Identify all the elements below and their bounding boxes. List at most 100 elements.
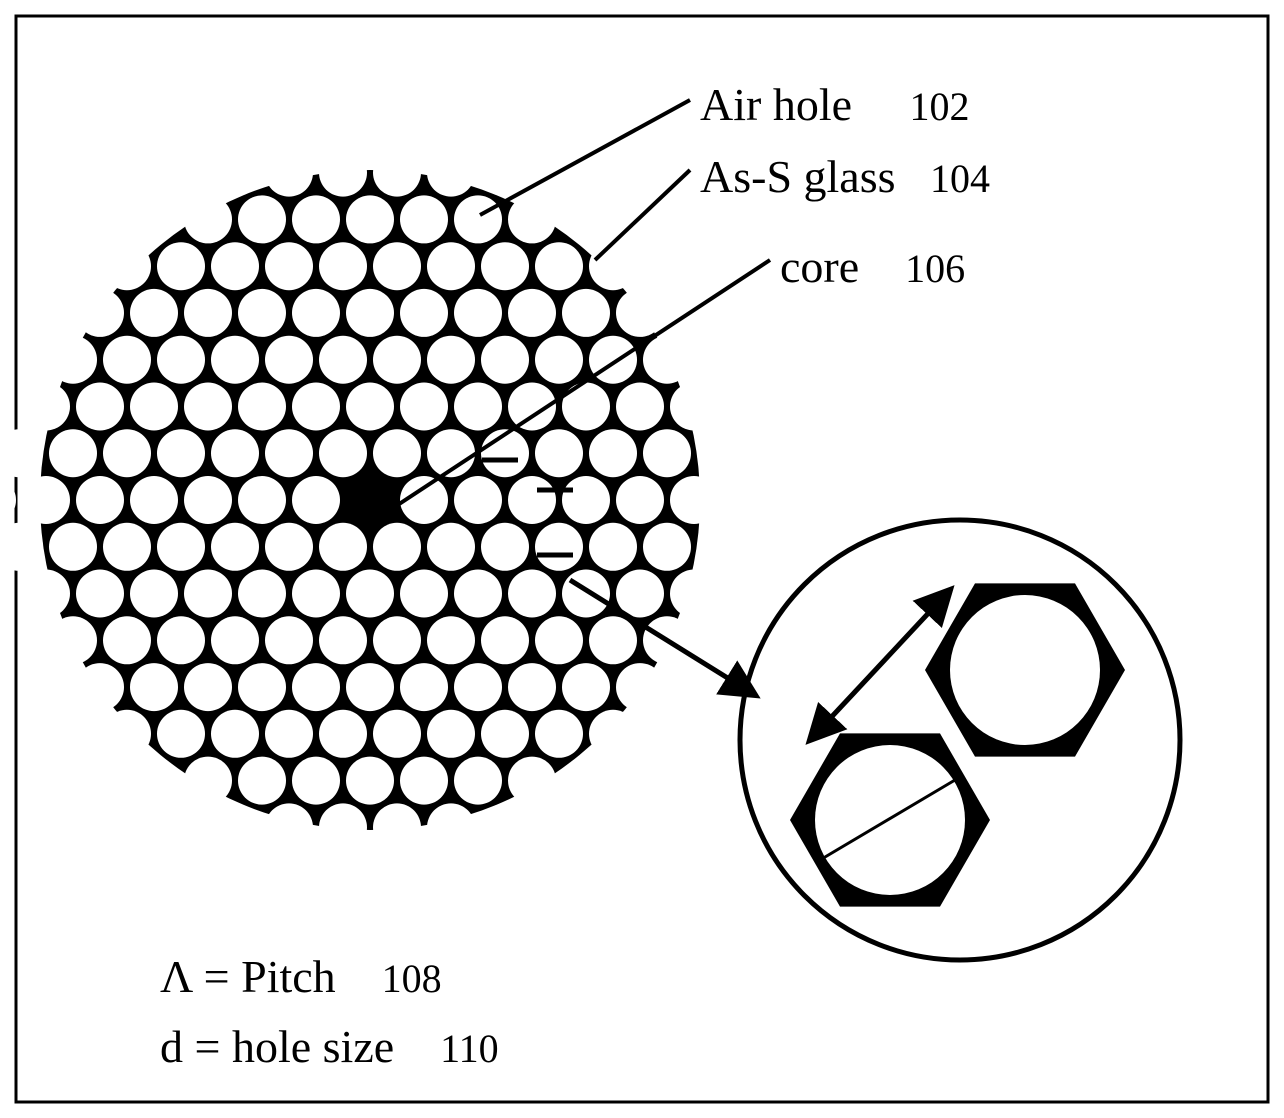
air-hole (481, 523, 529, 571)
air-hole (346, 289, 394, 337)
air-hole (481, 149, 529, 197)
air-hole (319, 149, 367, 197)
air-hole (130, 570, 178, 618)
air-hole (400, 383, 448, 431)
diagram-canvas: Air hole 102 As-S glass 104 core 106 Λ =… (0, 0, 1284, 1118)
air-hole (346, 570, 394, 618)
air-hole (238, 663, 286, 711)
air-hole (508, 757, 556, 805)
air-hole (157, 149, 205, 197)
air-hole (508, 570, 556, 618)
air-hole (373, 242, 421, 290)
air-hole (508, 476, 556, 524)
air-hole (211, 803, 259, 851)
air-hole (454, 757, 502, 805)
air-hole (292, 663, 340, 711)
air-hole (562, 289, 610, 337)
air-hole (589, 242, 637, 290)
air-hole (157, 803, 205, 851)
air-hole (184, 476, 232, 524)
air-hole (373, 523, 421, 571)
air-hole (562, 195, 610, 243)
air-hole (481, 710, 529, 758)
air-hole (22, 476, 70, 524)
air-hole (157, 616, 205, 664)
air-hole (319, 523, 367, 571)
air-hole (238, 195, 286, 243)
air-hole (184, 757, 232, 805)
air-hole (616, 289, 664, 337)
air-hole (184, 195, 232, 243)
air-hole (76, 663, 124, 711)
air-hole (130, 383, 178, 431)
air-hole (481, 616, 529, 664)
air-hole (454, 289, 502, 337)
air-hole (103, 710, 151, 758)
air-hole (292, 757, 340, 805)
air-hole (535, 242, 583, 290)
air-hole (589, 616, 637, 664)
air-hole (400, 289, 448, 337)
air-hole (373, 803, 421, 851)
air-hole (184, 289, 232, 337)
air-hole (616, 476, 664, 524)
air-hole (265, 149, 313, 197)
air-hole (130, 757, 178, 805)
air-hole (76, 383, 124, 431)
air-hole (184, 570, 232, 618)
air-hole (643, 429, 691, 477)
air-hole (346, 757, 394, 805)
air-hole (589, 710, 637, 758)
air-hole (319, 429, 367, 477)
air-hole (535, 336, 583, 384)
air-hole (184, 383, 232, 431)
air-hole (22, 570, 70, 618)
air-hole (130, 195, 178, 243)
air-hole (697, 429, 745, 477)
air-hole (427, 523, 475, 571)
air-hole (400, 195, 448, 243)
air-hole (211, 242, 259, 290)
air-hole (427, 242, 475, 290)
air-hole (265, 336, 313, 384)
air-hole (562, 757, 610, 805)
air-hole (238, 570, 286, 618)
air-hole (697, 523, 745, 571)
air-hole (454, 570, 502, 618)
air-hole (292, 476, 340, 524)
air-hole (400, 663, 448, 711)
air-hole (211, 429, 259, 477)
air-hole (103, 429, 151, 477)
air-hole (373, 336, 421, 384)
air-hole (535, 429, 583, 477)
air-hole (0, 429, 43, 477)
air-hole (589, 523, 637, 571)
air-hole (400, 757, 448, 805)
air-hole (670, 383, 718, 431)
air-hole (373, 429, 421, 477)
air-hole (130, 476, 178, 524)
air-hole (238, 757, 286, 805)
air-hole (103, 242, 151, 290)
air-hole (103, 616, 151, 664)
air-hole (292, 383, 340, 431)
air-hole (454, 195, 502, 243)
air-hole (319, 336, 367, 384)
air-hole (22, 383, 70, 431)
air-hole (157, 523, 205, 571)
air-hole (130, 663, 178, 711)
air-hole (292, 195, 340, 243)
detail-circle (740, 520, 1180, 960)
air-hole (427, 803, 475, 851)
air-hole (0, 523, 43, 571)
air-hole (49, 336, 97, 384)
air-hole (616, 383, 664, 431)
air-hole (535, 803, 583, 851)
air-hole (292, 570, 340, 618)
air-hole (319, 803, 367, 851)
diagram-svg (0, 0, 1284, 1118)
air-hole (508, 289, 556, 337)
air-hole (49, 429, 97, 477)
air-hole (130, 289, 178, 337)
air-hole (238, 476, 286, 524)
